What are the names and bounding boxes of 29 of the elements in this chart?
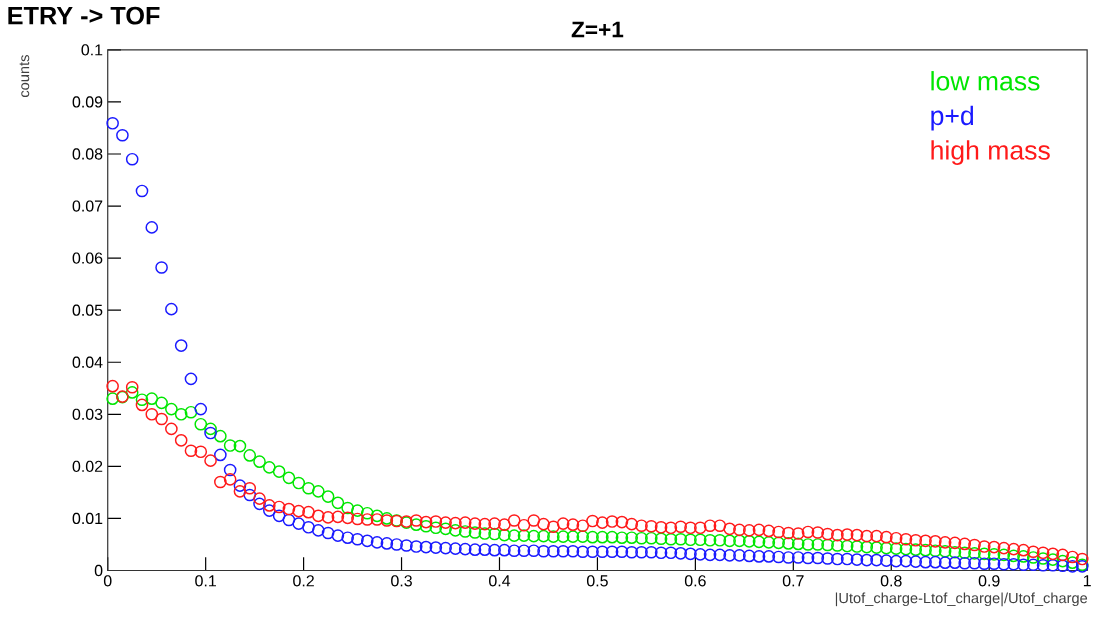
- y-tick-label: 0.03: [72, 408, 103, 420]
- x-tick-label: 0: [103, 575, 112, 587]
- x-tick-label: 0.4: [489, 575, 511, 587]
- y-axis-title: counts: [19, 54, 30, 97]
- x-tick-label: 1: [1083, 575, 1091, 586]
- text: high mass: [931, 140, 1050, 165]
- y-tick-label: 0.08: [72, 148, 103, 160]
- x-tick-label: 0.5: [586, 575, 608, 587]
- text: ETRY -> TOF: [8, 6, 160, 25]
- y-tick-label: 0.1: [81, 44, 103, 56]
- y-tick-label: 0.09: [72, 96, 103, 108]
- y-tick-label: 0.02: [72, 460, 103, 472]
- text: p+d: [931, 105, 974, 131]
- x-tick-label: 0.6: [684, 575, 706, 587]
- y-tick-label: 0.01: [72, 512, 103, 524]
- x-tick-label: 0.8: [880, 575, 902, 587]
- x-tick-label: 0.7: [782, 575, 804, 587]
- y-tick-label: 0.04: [72, 356, 103, 368]
- x-tick-label: 0.2: [293, 575, 314, 587]
- chart-title: Z=+1: [571, 21, 624, 38]
- x-axis-title: |Utof_charge-Ltof_charge|/Utof_charge: [835, 592, 1088, 607]
- x-tick-label: 0.9: [978, 575, 1000, 587]
- y-tick-label: 0.07: [72, 200, 103, 212]
- y-tick-label: 0: [94, 564, 103, 576]
- y-tick-label: 0.06: [72, 252, 103, 264]
- y-tick-label: 0.05: [72, 304, 103, 316]
- x-tick-label: 0.3: [391, 575, 412, 587]
- x-tick-label: 0.1: [195, 575, 216, 587]
- text: low mass: [931, 70, 1040, 91]
